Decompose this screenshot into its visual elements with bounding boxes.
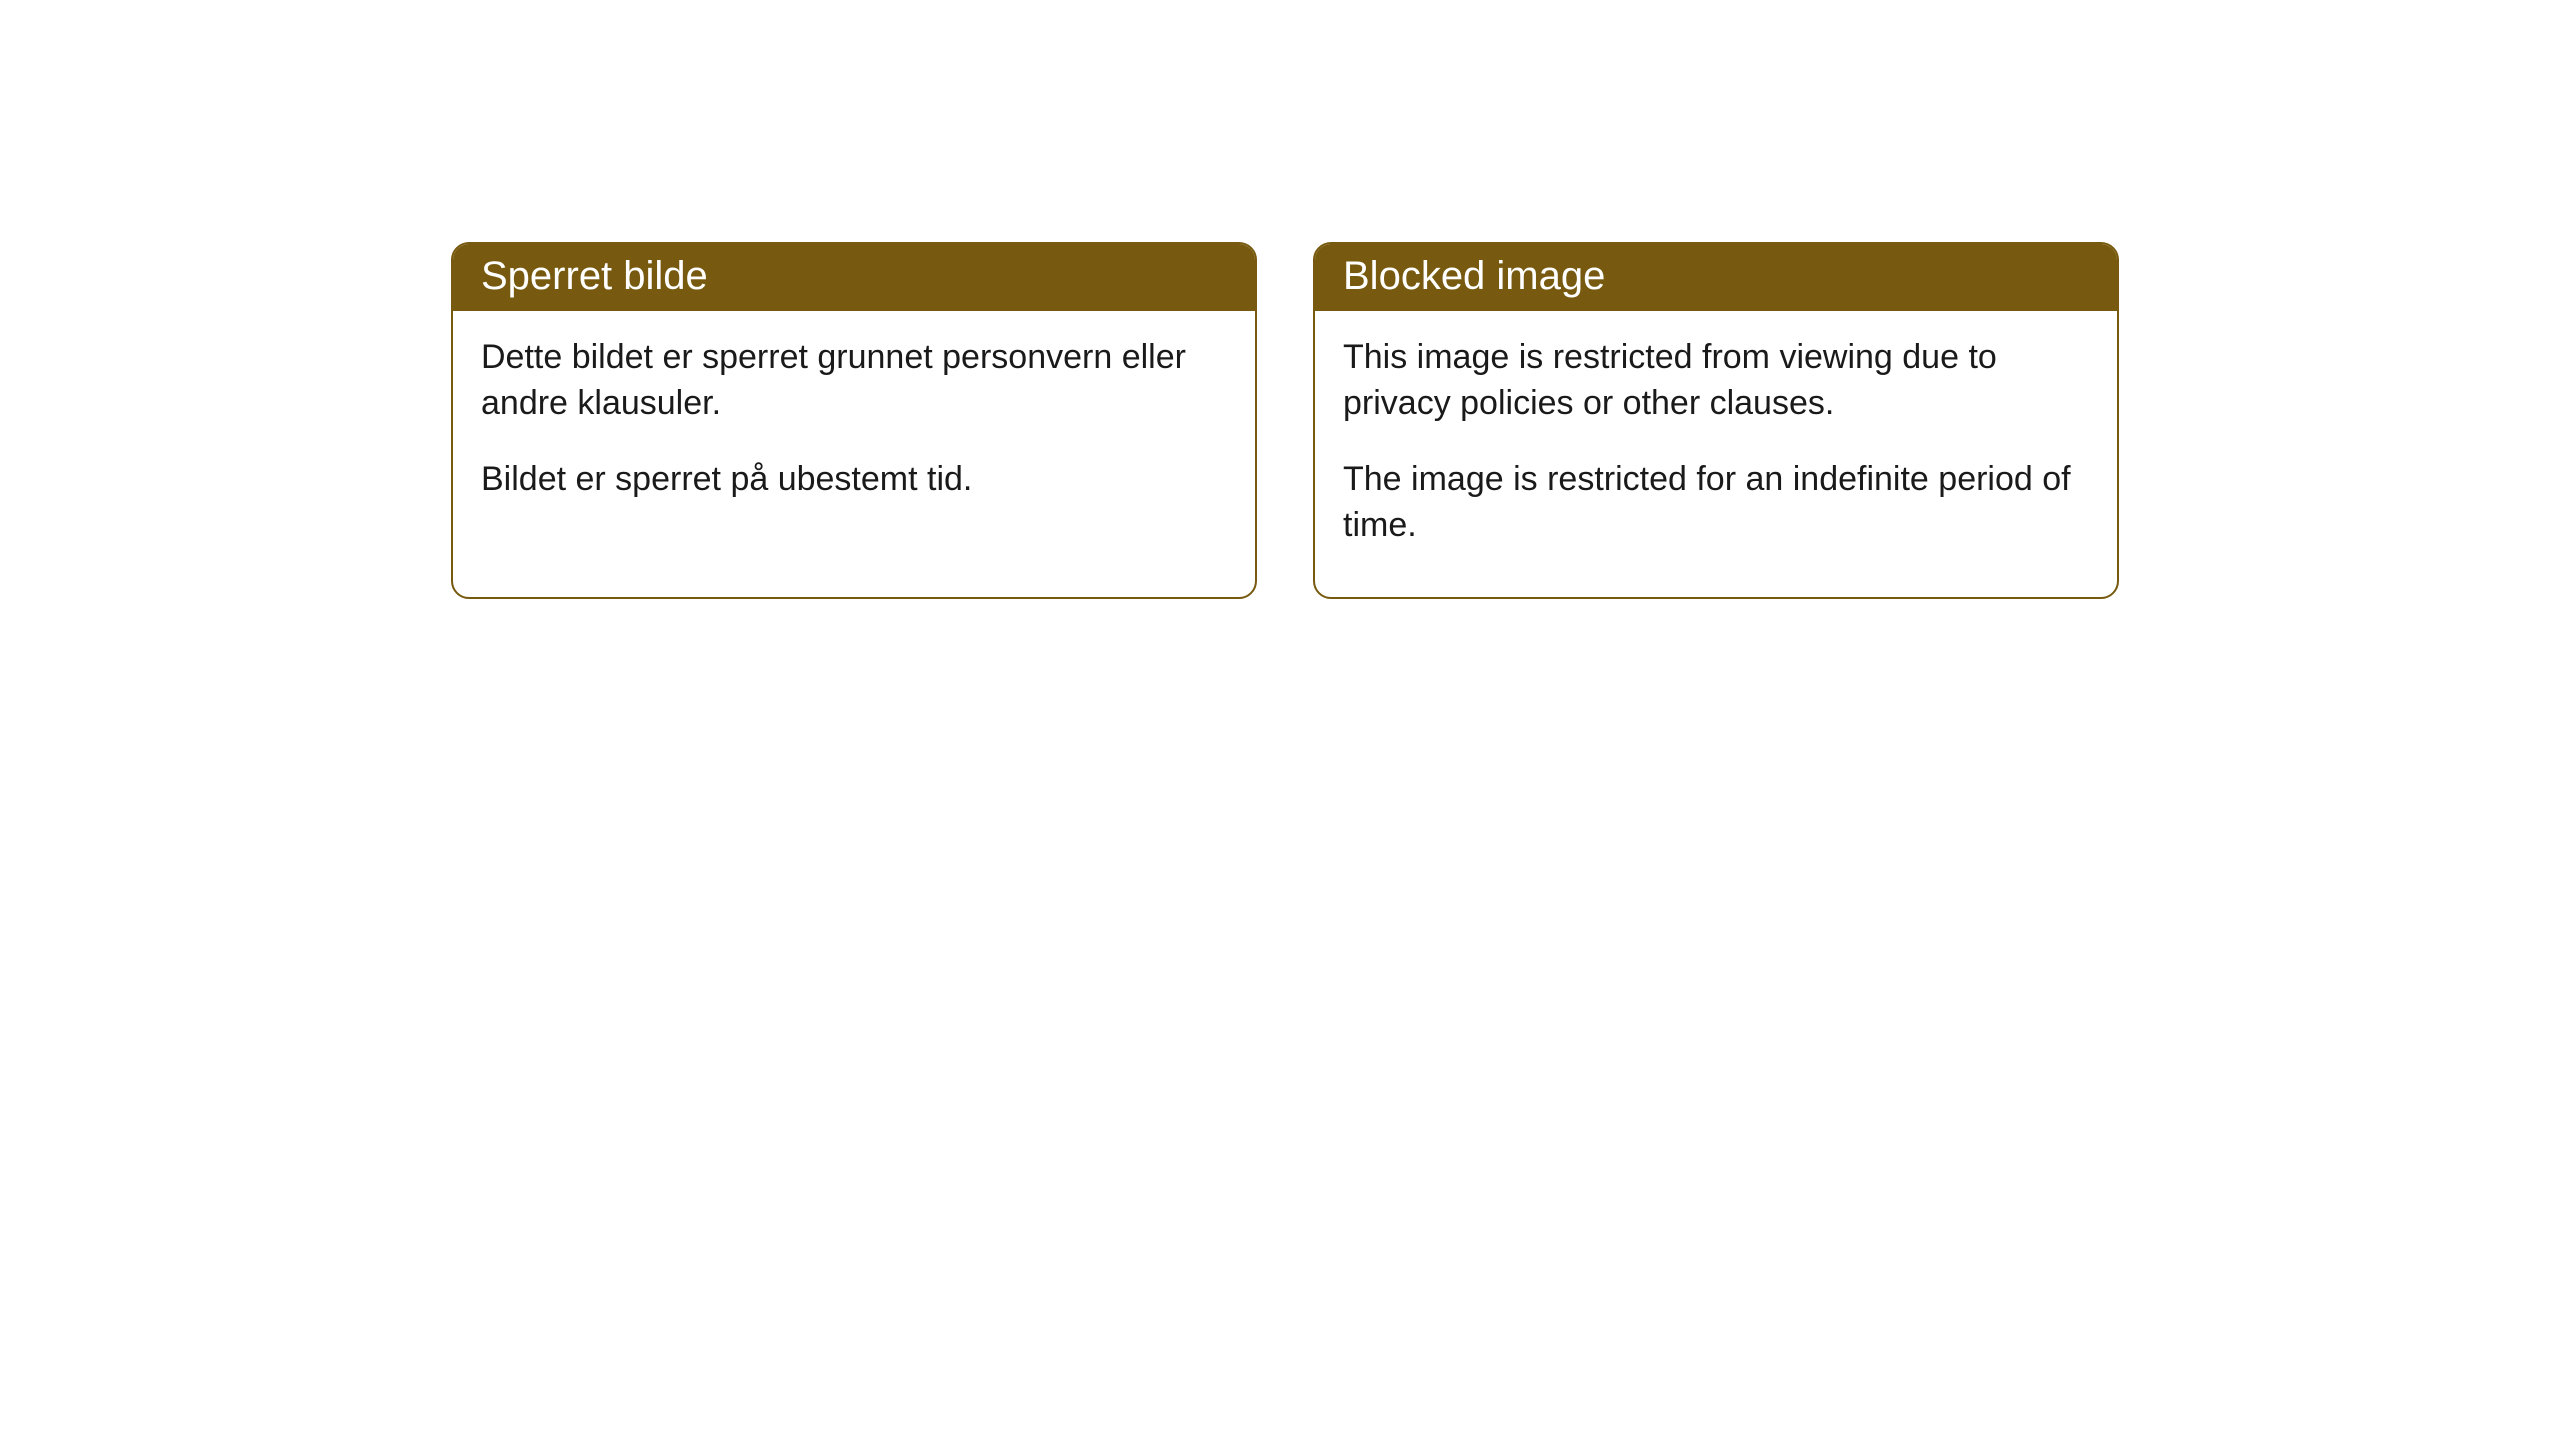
card-title-no: Sperret bilde — [481, 254, 708, 298]
blocked-image-card-no: Sperret bilde Dette bildet er sperret gr… — [451, 242, 1257, 599]
card-body-no: Dette bildet er sperret grunnet personve… — [453, 311, 1255, 551]
card-text-en-1: This image is restricted from viewing du… — [1343, 335, 2089, 427]
card-text-no-1: Dette bildet er sperret grunnet personve… — [481, 335, 1227, 427]
card-title-en: Blocked image — [1343, 254, 1605, 298]
card-header-en: Blocked image — [1315, 244, 2117, 311]
card-body-en: This image is restricted from viewing du… — [1315, 311, 2117, 597]
card-header-no: Sperret bilde — [453, 244, 1255, 311]
card-text-en-2: The image is restricted for an indefinit… — [1343, 457, 2089, 549]
cards-container: Sperret bilde Dette bildet er sperret gr… — [0, 0, 2560, 599]
card-text-no-2: Bildet er sperret på ubestemt tid. — [481, 457, 1227, 503]
blocked-image-card-en: Blocked image This image is restricted f… — [1313, 242, 2119, 599]
